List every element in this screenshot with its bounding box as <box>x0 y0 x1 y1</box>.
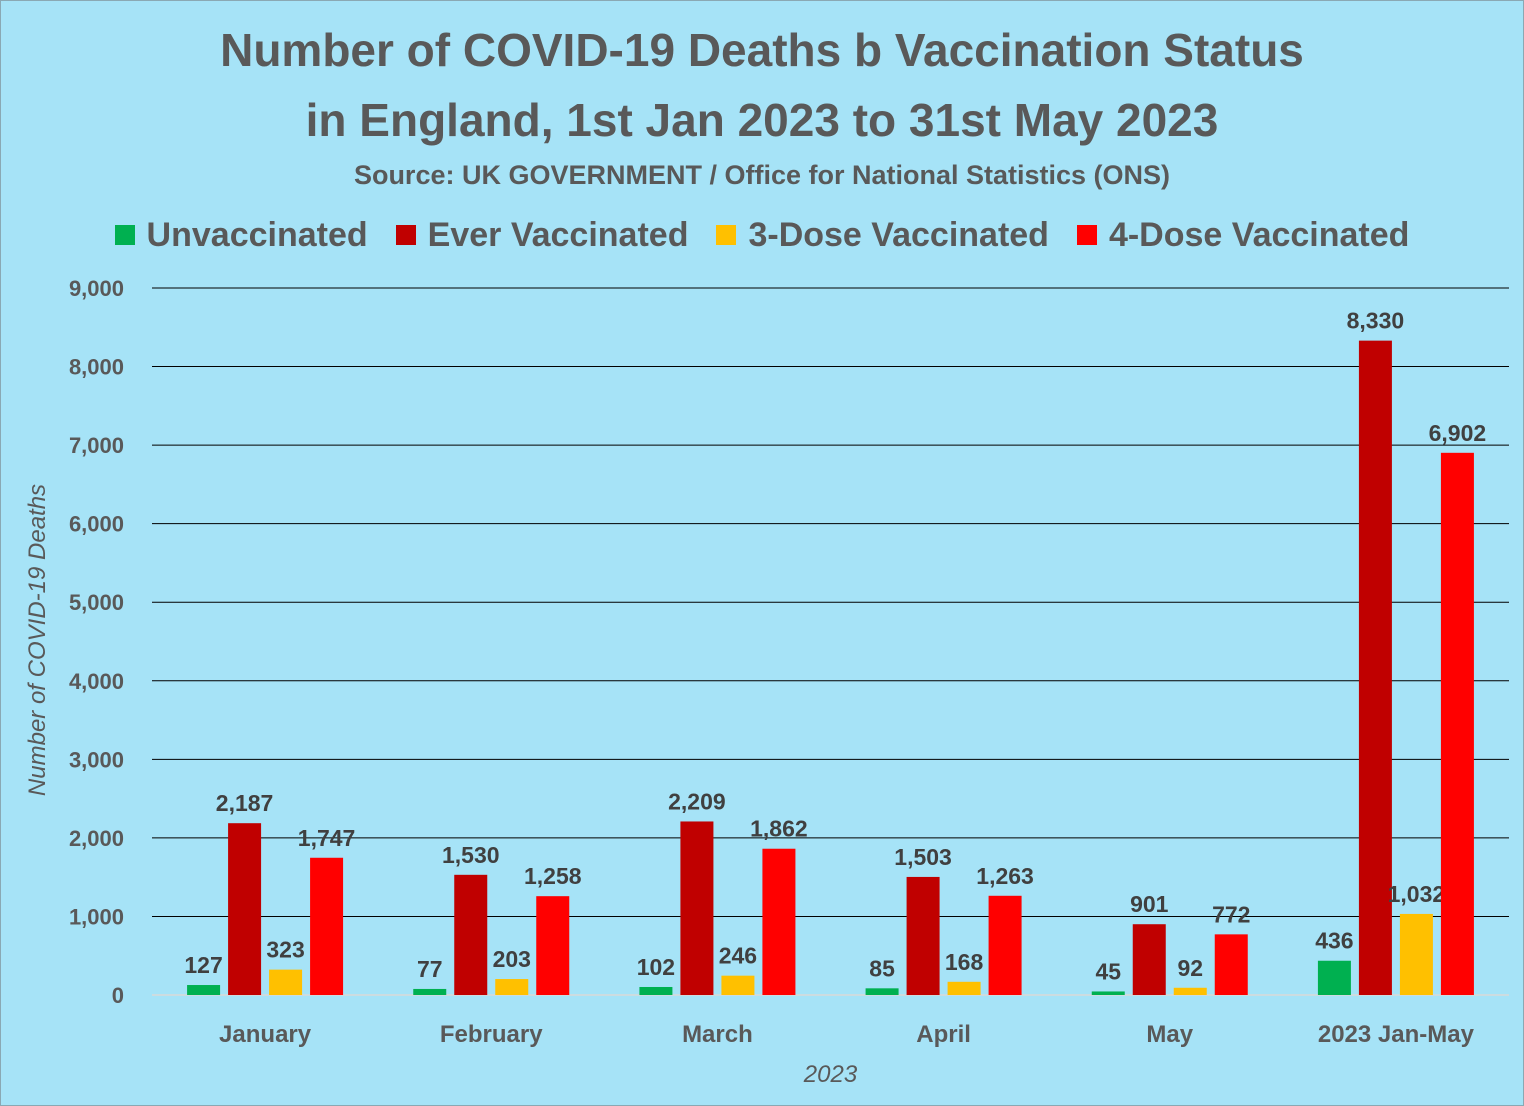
bar-ever-vaccinated <box>680 821 714 995</box>
chart-subtitle: Source: UK GOVERNMENT / Office for Natio… <box>353 160 1171 190</box>
y-tick-label: 2,000 <box>69 826 124 851</box>
data-label: 1,530 <box>442 842 500 868</box>
bar-ever-vaccinated <box>1358 340 1392 996</box>
y-tick-label: 0 <box>112 983 124 1008</box>
y-tick-label: 6,000 <box>69 512 124 537</box>
legend-label: Unvaccinated <box>146 215 368 254</box>
bar-4-dose-vaccinated <box>1440 452 1474 995</box>
bar-4-dose-vaccinated <box>536 896 570 995</box>
y-tick-label: 3,000 <box>69 747 124 772</box>
data-label: 323 <box>266 937 304 963</box>
data-label: 92 <box>1177 955 1203 981</box>
bar-unvaccinated <box>865 988 899 995</box>
data-label: 1,862 <box>750 816 808 842</box>
data-label: 6,902 <box>1429 420 1487 446</box>
y-tick-label: 4,000 <box>69 669 124 694</box>
x-tick-label: January <box>219 1021 312 1048</box>
bar-unvaccinated <box>1317 960 1351 995</box>
data-label: 203 <box>493 946 531 972</box>
bar-ever-vaccinated <box>1132 924 1166 995</box>
legend-item-4-dose-vaccinated: 4-Dose Vaccinated <box>1076 215 1410 255</box>
y-tick-label: 5,000 <box>69 590 124 615</box>
x-tick-label: April <box>916 1021 971 1048</box>
data-label: 1,032 <box>1388 881 1446 907</box>
data-label: 8,330 <box>1347 308 1405 334</box>
data-label: 45 <box>1095 958 1121 984</box>
bar-4-dose-vaccinated <box>310 857 344 995</box>
data-label: 85 <box>869 955 895 981</box>
bar-unvaccinated <box>187 985 221 995</box>
bar-ever-vaccinated <box>454 874 488 995</box>
legend-label: 3-Dose Vaccinated <box>748 215 1049 254</box>
legend-item-ever-vaccinated: Ever Vaccinated <box>395 215 689 255</box>
bar-3-dose-vaccinated <box>1173 987 1207 995</box>
legend-swatch <box>1076 225 1097 245</box>
bar-unvaccinated <box>639 986 673 995</box>
legend-item-3-dose-vaccinated: 3-Dose Vaccinated <box>716 215 1049 255</box>
data-label: 1,503 <box>894 844 952 870</box>
legend-label: Ever Vaccinated <box>427 215 689 254</box>
data-label: 436 <box>1315 928 1353 954</box>
data-label: 2,187 <box>216 790 274 816</box>
x-tick-label: May <box>1146 1021 1193 1048</box>
y-tick-label: 9,000 <box>69 276 124 301</box>
bar-3-dose-vaccinated <box>495 979 529 995</box>
legend-label: 4-Dose Vaccinated <box>1108 215 1410 254</box>
y-tick-label: 1,000 <box>69 904 124 929</box>
data-label: 901 <box>1130 891 1169 917</box>
y-axis-title: Number of COVID-19 Deaths <box>24 484 51 796</box>
data-label: 1,747 <box>298 825 356 851</box>
x-axis-title: 2023 <box>803 1061 858 1088</box>
data-label: 1,263 <box>976 863 1034 889</box>
bar-unvaccinated <box>413 988 447 995</box>
bar-3-dose-vaccinated <box>269 969 303 995</box>
bar-3-dose-vaccinated <box>947 981 981 995</box>
legend-item-unvaccinated: Unvaccinated <box>114 215 368 255</box>
legend-swatch <box>395 225 416 245</box>
data-label: 102 <box>637 954 675 980</box>
bar-4-dose-vaccinated <box>762 848 796 995</box>
data-label: 2,209 <box>668 788 726 814</box>
data-label: 127 <box>184 952 222 978</box>
x-tick-label: March <box>682 1021 753 1048</box>
chart-title-line2: in England, 1st Jan 2023 to 31st May 202… <box>305 94 1219 146</box>
x-tick-label: 2023 Jan-May <box>1318 1021 1475 1048</box>
data-label: 1,258 <box>524 863 582 889</box>
data-label: 168 <box>945 949 984 975</box>
data-label: 246 <box>719 943 757 969</box>
chart-title-line1: Number of COVID-19 Deaths b Vaccination … <box>220 24 1304 76</box>
legend-swatch <box>114 225 135 245</box>
chart-legend: Unvaccinated Ever Vaccinated 3-Dose Vaccin… <box>0 213 1524 257</box>
bar-4-dose-vaccinated <box>988 895 1022 995</box>
bar-3-dose-vaccinated <box>1399 913 1433 995</box>
x-tick-label: February <box>440 1021 543 1048</box>
y-tick-label: 7,000 <box>69 433 124 458</box>
bar-ever-vaccinated <box>228 823 262 995</box>
bar-ever-vaccinated <box>906 876 940 995</box>
data-label: 772 <box>1212 901 1250 927</box>
bar-unvaccinated <box>1091 991 1125 995</box>
y-tick-label: 8,000 <box>69 355 124 380</box>
legend-swatch <box>716 225 737 245</box>
bar-4-dose-vaccinated <box>1214 934 1248 995</box>
bar-3-dose-vaccinated <box>721 975 755 995</box>
data-label: 77 <box>417 956 443 982</box>
